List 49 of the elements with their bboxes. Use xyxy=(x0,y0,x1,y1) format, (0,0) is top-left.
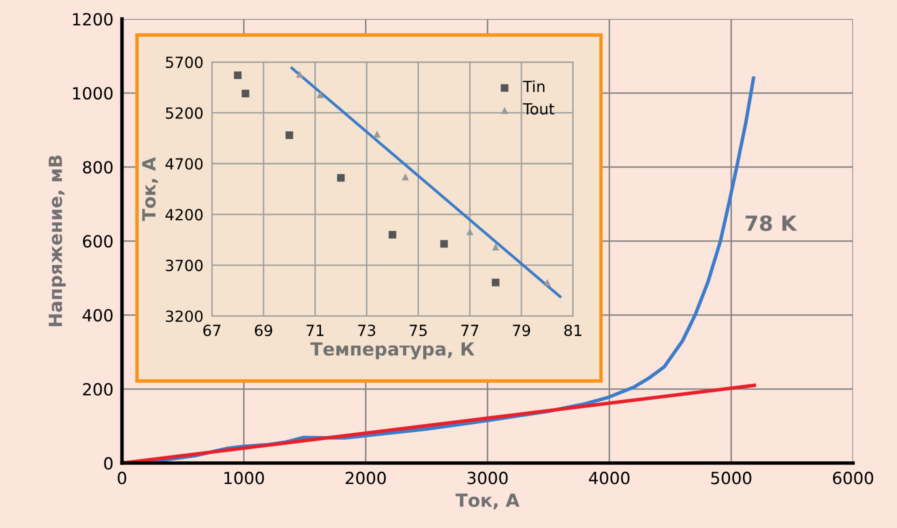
point xyxy=(296,70,304,78)
y-tick-label: 0 xyxy=(104,457,113,470)
point xyxy=(492,243,500,250)
y-tick-label: 400 xyxy=(82,309,113,322)
x-tick-label: 81 xyxy=(564,324,582,336)
y-tick-label: 4200 xyxy=(165,208,203,220)
y-tick-label: 800 xyxy=(82,160,113,174)
point xyxy=(544,278,551,286)
x-tick-label: 4000 xyxy=(588,472,630,484)
x-tick-label: 73 xyxy=(358,324,376,336)
point xyxy=(492,278,500,286)
point xyxy=(242,90,250,98)
x-tick-label: 67 xyxy=(203,324,220,336)
x-tick-label: 6000 xyxy=(833,472,874,484)
x-tick-label: 0 xyxy=(118,472,126,484)
point xyxy=(466,228,474,236)
x-axis-title: Ток, А xyxy=(456,494,520,510)
y-tick-label: 200 xyxy=(83,383,113,396)
point xyxy=(337,174,345,182)
annotation: 78 K xyxy=(746,215,798,232)
x-tick-label: 69 xyxy=(254,324,272,336)
x-axis-title: Температура, К xyxy=(310,342,474,360)
legend-label: Tin xyxy=(522,80,544,92)
y-tick-label: 3200 xyxy=(166,310,203,322)
point xyxy=(373,130,381,138)
x-tick-label: 5000 xyxy=(711,472,752,484)
x-tick-label: 79 xyxy=(512,324,530,336)
x-tick-label: 2000 xyxy=(346,472,386,484)
x-tick-label: 77 xyxy=(461,324,478,336)
point xyxy=(316,91,324,98)
y-axis-title: Ток, А xyxy=(142,157,158,221)
y-tick-label: 600 xyxy=(83,234,113,248)
y-tick-label: 4700 xyxy=(165,158,203,170)
y-tick-label: 5200 xyxy=(166,107,203,119)
point xyxy=(286,131,294,139)
y-tick-label: 1200 xyxy=(73,12,113,26)
x-tick-label: 3000 xyxy=(468,472,508,484)
point xyxy=(402,173,409,180)
y-tick-label: 5700 xyxy=(166,56,203,68)
point xyxy=(440,240,448,248)
y-tick-label: 1000 xyxy=(73,86,113,100)
point xyxy=(234,71,242,80)
legend-label: Tout xyxy=(522,103,554,115)
x-tick-label: 75 xyxy=(410,324,427,336)
y-axis-title: Напряжение, мВ xyxy=(48,156,66,326)
x-tick-label: 71 xyxy=(306,324,324,336)
x-tick-label: 1000 xyxy=(224,472,264,484)
point xyxy=(388,230,396,239)
y-tick-label: 3700 xyxy=(166,260,203,272)
